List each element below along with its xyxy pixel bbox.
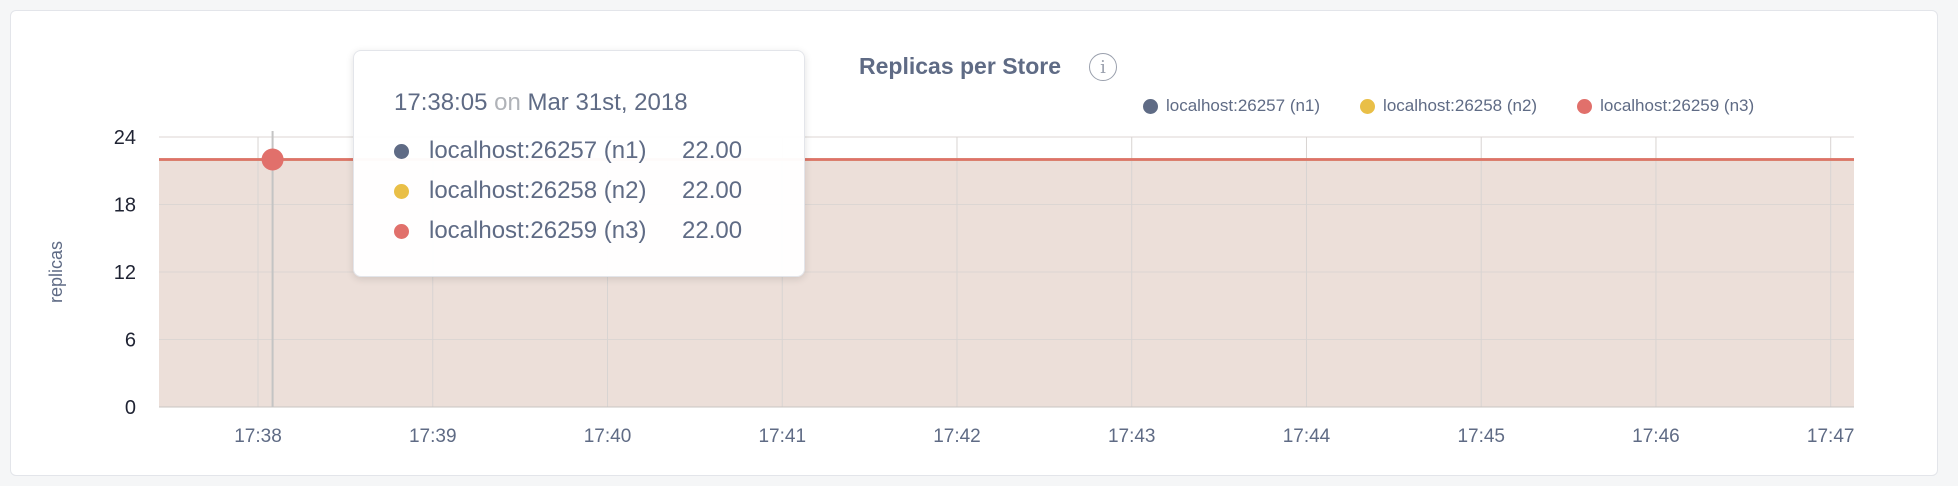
legend-item-n3[interactable]: localhost:26259 (n3) — [1577, 96, 1754, 116]
tooltip-header: 17:38:05 on Mar 31st, 2018 — [394, 89, 804, 117]
chart-title: Replicas per Store — [859, 53, 1061, 79]
x-tick-label: 17:39 — [409, 426, 457, 447]
y-tick-label: 24 — [114, 127, 136, 149]
y-tick-label: 0 — [125, 397, 136, 419]
tooltip-series-value: 22.00 — [682, 177, 743, 204]
tooltip-on: on — [494, 89, 521, 116]
tooltip-time: 17:38:05 — [394, 89, 488, 116]
legend-label: localhost:26257 (n1) — [1166, 96, 1321, 115]
legend-item-n2[interactable]: localhost:26258 (n2) — [1360, 96, 1537, 116]
tooltip-date: Mar 31st, 2018 — [527, 89, 688, 116]
tooltip-row: localhost:26258 (n2) 22.00 — [394, 171, 804, 211]
tooltip-series-name: localhost:26258 (n2) — [429, 177, 647, 204]
x-tick-label: 17:38 — [234, 426, 282, 447]
x-tick-label: 17:46 — [1632, 426, 1680, 447]
y-axis-label: replicas — [46, 241, 66, 303]
legend-label: localhost:26258 (n2) — [1383, 96, 1538, 115]
tooltip-series-value: 22.00 — [682, 217, 743, 244]
hover-tooltip: 17:38:05 on Mar 31st, 2018 localhost:262… — [353, 50, 805, 277]
legend-swatch — [1143, 98, 1158, 114]
y-tick-label: 12 — [114, 262, 136, 284]
x-tick-label: 17:47 — [1807, 426, 1855, 447]
tooltip-row: localhost:26259 (n3) 22.00 — [394, 211, 804, 251]
x-tick-label: 17:44 — [1283, 426, 1331, 447]
x-tick-label: 17:41 — [758, 426, 806, 447]
legend-item-n1[interactable]: localhost:26257 (n1) — [1143, 96, 1320, 116]
series-dot-icon — [394, 183, 409, 199]
tooltip-series-value: 22.00 — [682, 137, 743, 164]
y-tick-label: 6 — [125, 330, 136, 352]
legend-label: localhost:26259 (n3) — [1600, 96, 1755, 115]
info-icon[interactable]: i — [1089, 53, 1117, 81]
hover-point — [261, 148, 284, 171]
x-tick-label: 17:42 — [933, 426, 981, 447]
y-tick-label: 18 — [114, 195, 136, 217]
x-tick-label: 17:40 — [584, 426, 632, 447]
series-dot-icon — [394, 223, 409, 239]
tooltip-series-name: localhost:26259 (n3) — [429, 217, 647, 244]
legend-swatch — [1360, 98, 1376, 114]
tooltip-row: localhost:26257 (n1) 22.00 — [394, 131, 804, 171]
legend-swatch — [1577, 98, 1593, 114]
tooltip-series-name: localhost:26257 (n1) — [429, 137, 647, 164]
x-tick-label: 17:43 — [1108, 426, 1156, 447]
legend: localhost:26257 (n1) localhost:26258 (n2… — [1143, 96, 1754, 116]
series-dot-icon — [394, 143, 409, 159]
x-tick-label: 17:45 — [1457, 426, 1505, 447]
